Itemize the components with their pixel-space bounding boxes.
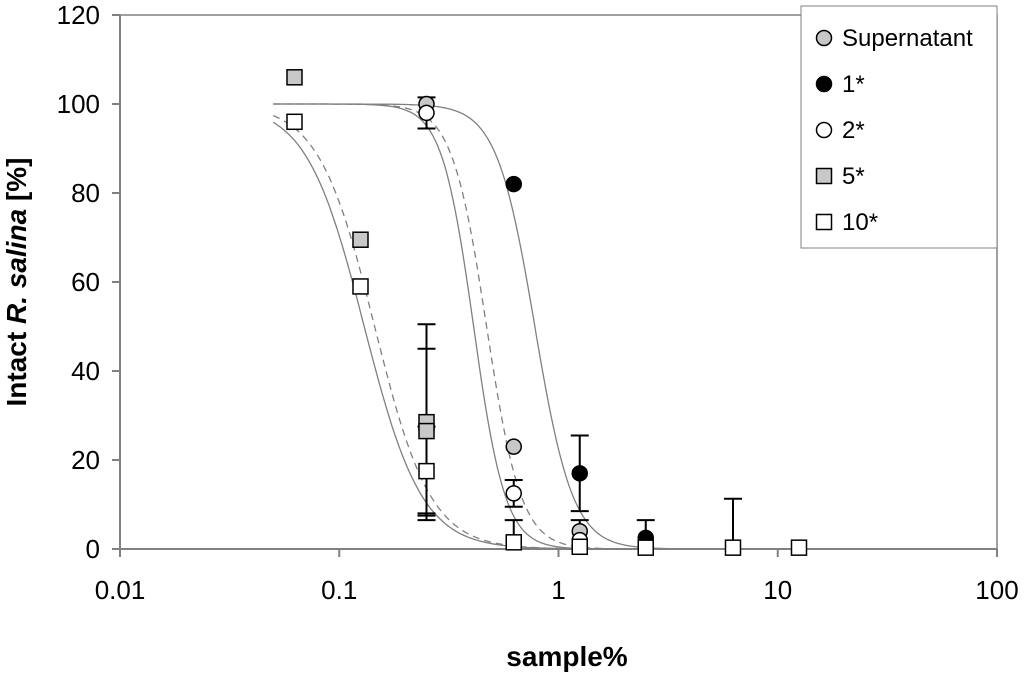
data-point-4 [571,538,588,556]
data-point-1 [571,465,588,482]
legend-label: 10* [842,209,878,236]
x-axis-label: sample% [506,641,627,672]
y-tick-label: 120 [57,0,100,30]
data-point-1 [505,175,522,193]
y-tick-label: 100 [57,89,100,119]
legend-label: Supernatant [842,25,973,52]
x-tick-label: 10 [763,575,792,605]
data-point-4 [637,539,654,556]
y-axis-label-species: R. salina [1,209,32,324]
data-point-4 [352,278,369,295]
y-tick-label: 80 [71,178,100,208]
data-point-3 [418,422,435,440]
x-tick-label: 100 [975,575,1018,605]
x-axis: 0.01 0.1 1 10 100 [95,548,1019,605]
legend-label: 5* [842,163,865,190]
y-tick-label: 60 [71,267,100,297]
fit-curve-4 [272,121,798,550]
y-axis: 0 20 40 60 80 100 120 [57,0,121,564]
legend-marker-3 [815,167,833,185]
legend: Supernatant 1* 2* 5* 10* [800,5,998,249]
fit-curve-1 [273,103,798,550]
y-axis-label-prefix: Intact [1,324,32,406]
data-points [286,69,808,556]
data-point-4 [505,534,522,551]
y-tick-label: 40 [71,356,100,386]
data-point-3 [286,69,303,86]
y-tick-label: 0 [86,534,100,564]
y-axis-label-suffix: [%] [1,158,32,209]
data-point-4 [790,539,808,556]
y-axis-label: Intact R. salina [%] [1,158,32,407]
y-tick-label: 20 [71,445,100,475]
data-point-0 [505,438,522,455]
x-tick-label: 0.01 [95,575,146,605]
legend-marker-4 [815,213,833,231]
fit-curves [272,103,798,550]
data-point-4 [286,113,303,131]
data-point-2 [505,485,522,502]
legend-marker-2 [815,121,833,139]
legend-box [800,5,998,249]
data-point-4 [418,462,435,480]
x-tick-label: 0.1 [321,575,357,605]
legend-marker-1 [815,75,833,93]
data-point-3 [352,231,369,248]
data-point-4 [724,539,742,556]
legend-marker-0 [815,29,833,47]
legend-label: 2* [842,117,865,144]
data-point-2 [418,104,435,122]
legend-label: 1* [842,71,865,98]
x-tick-label: 1 [551,575,565,605]
